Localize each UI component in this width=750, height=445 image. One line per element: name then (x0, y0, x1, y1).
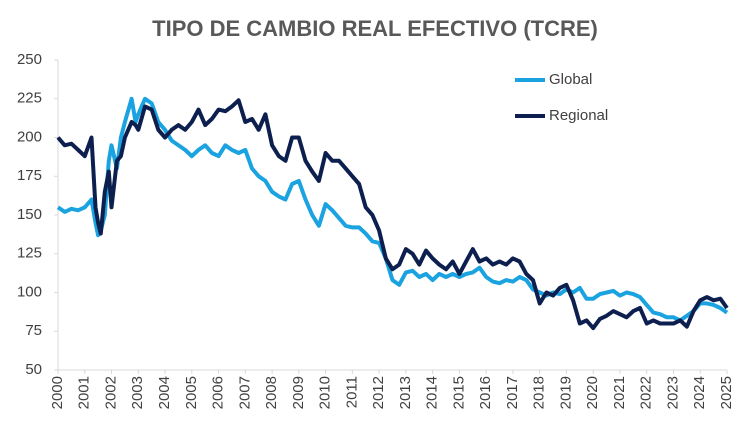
x-tick-label: 2007 (236, 376, 253, 409)
y-tick-label: 200 (17, 128, 42, 145)
x-tick-label: 2008 (263, 376, 280, 409)
x-tick-label: 2024 (691, 376, 708, 409)
x-tick-label: 2005 (183, 376, 200, 409)
y-tick-label: 125 (17, 245, 42, 262)
x-tick-label: 2011 (343, 376, 360, 408)
y-tick-label: 75 (25, 322, 42, 339)
x-tick-label: 2020 (584, 376, 601, 409)
x-tick-label: 2018 (531, 376, 548, 409)
x-tick-label: 2019 (557, 376, 574, 409)
x-tick-label: 2022 (638, 376, 655, 409)
x-tick-label: 2009 (290, 376, 307, 409)
x-tick-label: 2001 (76, 376, 93, 409)
x-tick-label: 2014 (424, 376, 441, 409)
x-tick-label: 2006 (210, 376, 227, 409)
chart-title: TIPO DE CAMBIO REAL EFECTIVO (TCRE) (152, 16, 598, 41)
legend-label: Regional (549, 107, 608, 124)
y-tick-label: 150 (17, 206, 42, 223)
legend-label: Global (549, 71, 592, 88)
series-line (56, 98, 729, 331)
x-tick-label: 2015 (450, 376, 467, 409)
x-tick-label: 2002 (102, 376, 119, 409)
x-tick-label: 2010 (317, 376, 334, 409)
x-tick-label: 2017 (504, 376, 521, 409)
x-tick-label: 2025 (718, 376, 735, 409)
y-tick-label: 250 (17, 51, 42, 68)
series-line (56, 96, 729, 323)
x-tick-label: 2023 (664, 376, 681, 409)
x-tick-label: 2000 (49, 376, 66, 409)
x-tick-label: 2012 (370, 376, 387, 409)
y-tick-label: 50 (25, 361, 42, 378)
x-tick-label: 2003 (129, 376, 146, 409)
x-tick-label: 2004 (156, 376, 173, 409)
y-tick-label: 175 (17, 167, 42, 184)
x-tick-label: 2016 (477, 376, 494, 409)
y-tick-label: 100 (17, 283, 42, 300)
y-tick-label: 225 (17, 90, 42, 107)
x-tick-label: 2021 (611, 376, 628, 409)
x-tick-label: 2013 (397, 376, 414, 409)
